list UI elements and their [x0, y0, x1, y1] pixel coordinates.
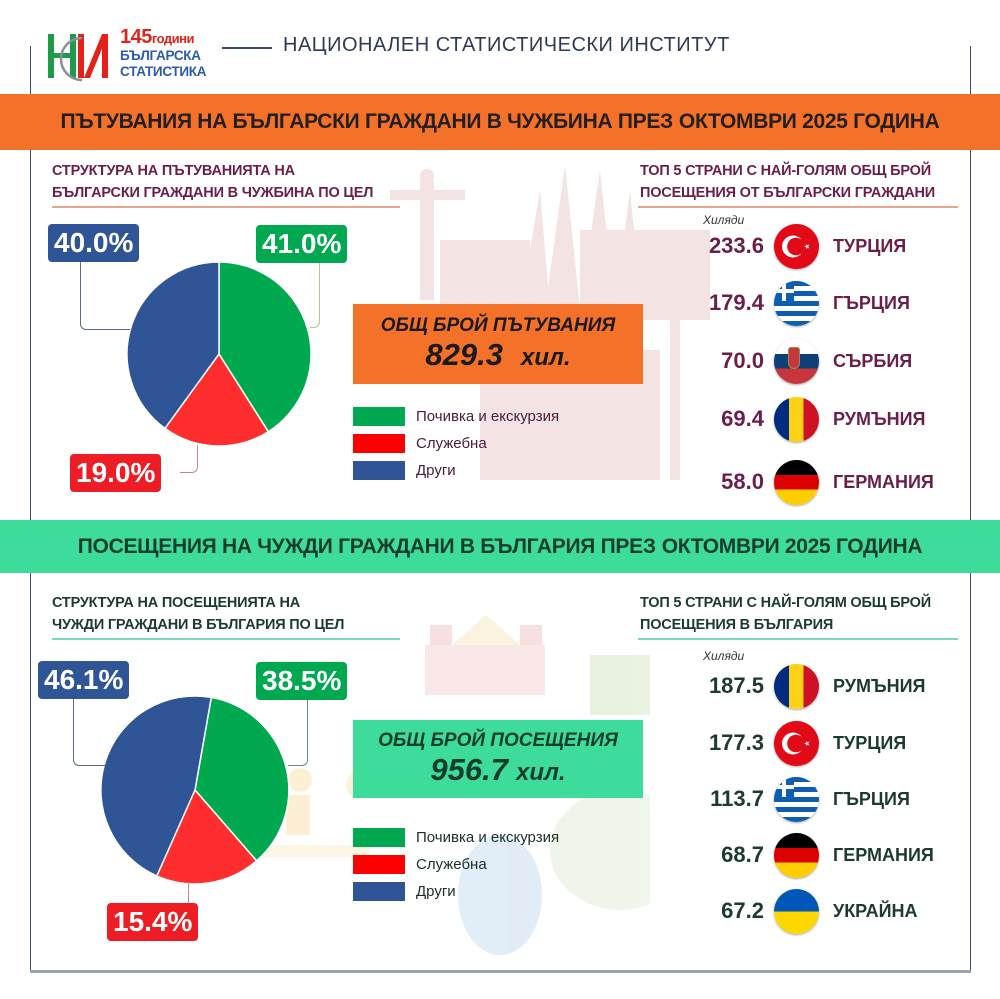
total-trips-box: ОБЩ БРОЙ ПЪТУВАНИЯ 829.3 хил.: [353, 304, 643, 384]
banner-title: ПЪТУВАНИЯ НА БЪЛГАРСКИ ГРАЖДАНИ В ЧУЖБИН…: [60, 110, 674, 133]
pie-slice-business: [155, 788, 258, 884]
legend-swatch-other: [353, 882, 405, 901]
ukraine-flag-icon: [774, 888, 819, 934]
nsi-logo-icon: [48, 34, 108, 82]
banner-period: ОКТОМВРИ 2025 ГОДИНА: [678, 110, 940, 133]
total-trips-label: ОБЩ БРОЙ ПЪТУВАНИЯ: [380, 315, 616, 336]
country-row: 177.3 ТУРЦИЯ: [672, 720, 906, 766]
nsi-logo: 145години БЪЛГАРСКА СТАТИСТИКА: [40, 26, 210, 86]
units-label-inbound: Хиляди: [703, 649, 745, 663]
turkey-flag-icon: [774, 223, 819, 269]
logo-line-bulgarian: БЪЛГАРСКА: [120, 48, 201, 63]
legend-item-business: Служебна: [353, 851, 559, 878]
country-row: 69.4 РУМЪНИЯ: [672, 396, 926, 442]
pie-chart-abroad: [127, 262, 311, 446]
top5-title-inbound: ТОП 5 СТРАНИ С НАЙ-ГОЛЯМ ОБЩ БРОЙ ПОСЕЩЕ…: [640, 595, 931, 633]
legend-swatch-holiday: [353, 828, 405, 847]
legend-inbound: Почивка и екскурзия Служебна Други: [353, 824, 559, 905]
leader-line-holiday: [310, 262, 320, 328]
serbia-flag-icon: [774, 338, 819, 384]
leader-line-other: [73, 698, 105, 766]
top5-title-abroad: ТОП 5 СТРАНИ С НАЙ-ГОЛЯМ ОБЩ БРОЙ ПОСЕЩЕ…: [640, 163, 936, 201]
total-visits-label: ОБЩ БРОЙ ПОСЕЩЕНИЯ: [378, 730, 618, 751]
institute-title: НАЦИОНАЛЕН СТАТИСТИЧЕСКИ ИНСТИТУТ: [283, 34, 740, 57]
pie-label-holiday: 38.5%: [256, 662, 348, 700]
leader-line-holiday: [288, 698, 308, 766]
pie-label-business: 19.0%: [70, 454, 162, 492]
country-row: 67.2 УКРАЙНА: [672, 888, 918, 934]
legend-swatch-business: [353, 434, 405, 453]
legend-item-business: Служебна: [353, 430, 559, 457]
pie-label-business: 15.4%: [107, 903, 199, 941]
country-row: 233.6 ТУРЦИЯ: [672, 223, 906, 269]
legend-item-holiday: Почивка и екскурзия: [353, 824, 559, 851]
leader-line-other: [80, 262, 130, 330]
banner-period: ОКТОМВРИ 2025 ГОДИНА: [661, 534, 923, 558]
units-label-abroad: Хиляди: [703, 213, 745, 227]
top5-title-rule: [638, 638, 958, 640]
greece-flag-icon: [774, 280, 819, 326]
country-row: 179.4 ГЪРЦИЯ: [672, 280, 910, 326]
country-row: 113.7 ГЪРЦИЯ: [672, 776, 910, 822]
total-trips-value: 829.3: [425, 337, 503, 372]
legend-item-other: Други: [353, 457, 559, 484]
country-row: 187.5 РУМЪНИЯ: [672, 663, 926, 709]
legend-swatch-other: [353, 461, 405, 480]
top5-title-rule: [638, 206, 958, 208]
country-row: 68.7 ГЕРМАНИЯ: [672, 832, 934, 878]
romania-flag-icon: [774, 396, 819, 442]
total-visits-value: 956.7: [430, 752, 508, 787]
pie-label-other: 40.0%: [48, 224, 140, 262]
total-visits-box: ОБЩ БРОЙ ПОСЕЩЕНИЯ 956.7 хил.: [353, 720, 643, 798]
legend-swatch-business: [353, 855, 405, 874]
total-trips-unit: хил.: [520, 344, 571, 371]
leader-line-business: [188, 882, 189, 904]
bottom-section-banner: ПОСЕЩЕНИЯ НА ЧУЖДИ ГРАЖДАНИ В БЪЛГАРИЯ П…: [0, 520, 1000, 573]
turkey-flag-icon: [774, 720, 819, 766]
romania-flag-icon: [774, 663, 819, 709]
pie-slice-holiday: [194, 696, 289, 862]
total-visits-unit: хил.: [515, 759, 566, 786]
legend-item-holiday: Почивка и екскурзия: [353, 403, 559, 430]
pie-label-other: 46.1%: [38, 661, 130, 699]
structure-title-rule: [52, 206, 400, 208]
banner-title: ПОСЕЩЕНИЯ НА ЧУЖДИ ГРАЖДАНИ В БЪЛГАРИЯ П…: [77, 534, 656, 558]
header-divider: [222, 47, 272, 49]
country-row: 70.0 СЪРБИЯ: [672, 338, 912, 384]
germany-flag-icon: [774, 459, 819, 505]
greece-flag-icon: [774, 776, 819, 822]
pie-label-holiday: 41.0%: [256, 225, 348, 263]
structure-title-rule: [52, 638, 400, 640]
leader-line-business: [180, 445, 198, 473]
top-section-banner: ПЪТУВАНИЯ НА БЪЛГАРСКИ ГРАЖДАНИ В ЧУЖБИН…: [0, 94, 1000, 150]
logo-line-statistics: СТАТИСТИКА: [120, 64, 207, 79]
pie-slice-business: [163, 352, 270, 446]
frame-bottom-edge: [30, 970, 971, 973]
legend-swatch-holiday: [353, 407, 405, 426]
legend-item-other: Други: [353, 878, 559, 905]
pie-chart-inbound: [101, 696, 289, 884]
structure-title-abroad: СТРУКТУРА НА ПЪТУВАНИЯТА НА БЪЛГАРСКИ ГР…: [52, 163, 374, 201]
structure-title-inbound: СТРУКТУРА НА ПОСЕЩЕНИЯТА НА ЧУЖДИ ГРАЖДА…: [52, 595, 345, 633]
germany-flag-icon: [774, 832, 819, 878]
country-row: 58.0 ГЕРМАНИЯ: [672, 459, 934, 505]
legend-abroad: Почивка и екскурзия Служебна Други: [353, 403, 559, 484]
logo-years: 145години: [120, 26, 194, 48]
pie-slice-other: [127, 262, 220, 430]
